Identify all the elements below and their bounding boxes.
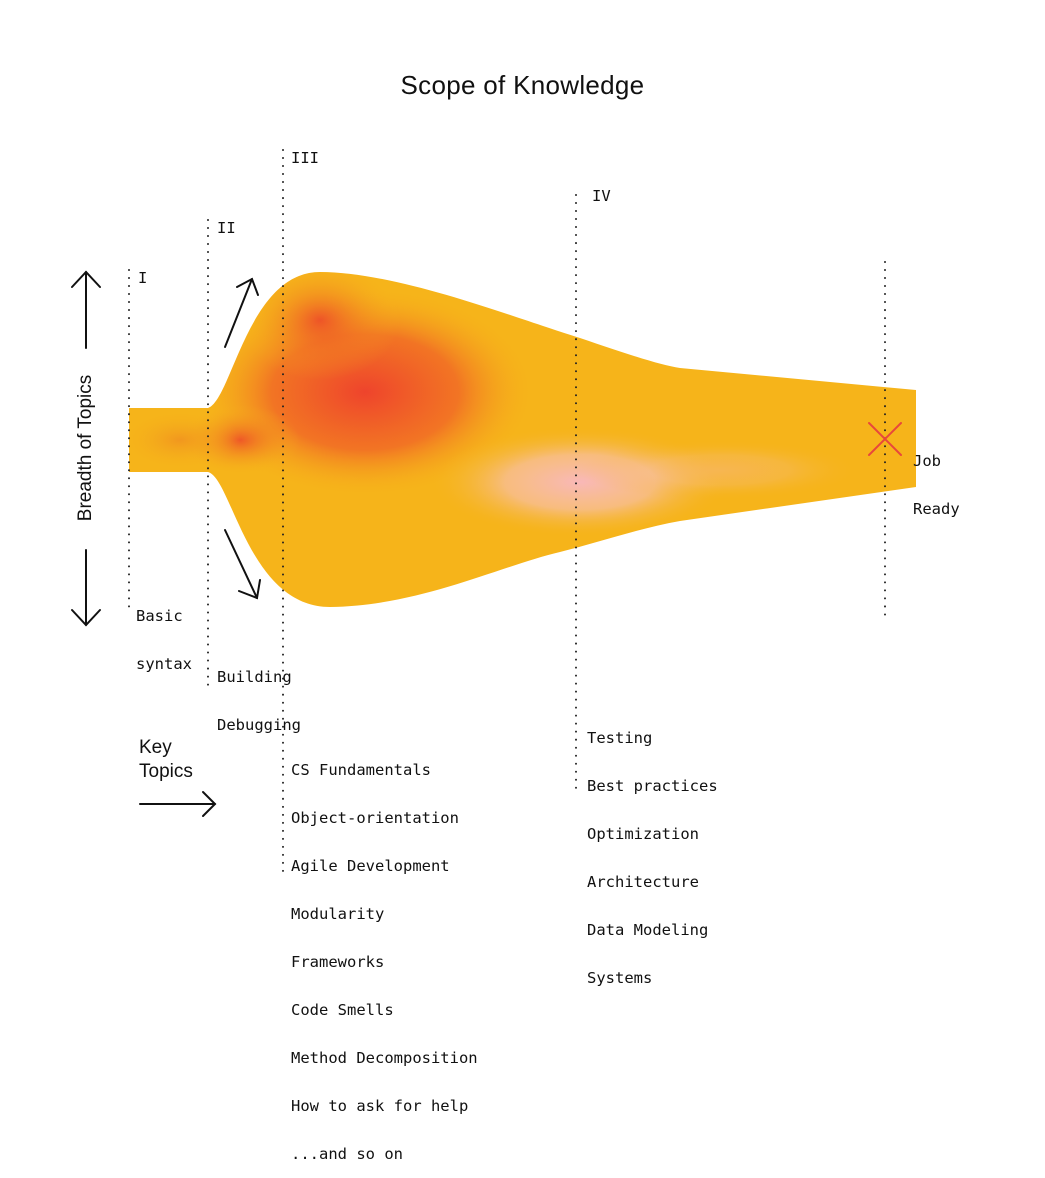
diagram-title: Scope of Knowledge	[400, 70, 645, 100]
topic-item: Frameworks	[291, 953, 385, 971]
job-ready-line: Job	[913, 452, 941, 470]
job-ready-x-icon	[868, 422, 902, 456]
topic-item: Building	[217, 668, 292, 686]
stage-2-numeral: II	[217, 219, 236, 237]
breadth-double-arrow	[71, 270, 101, 627]
job-ready-label: Job Ready	[913, 421, 960, 533]
heat-red-upper	[240, 272, 400, 380]
key-topics-label: Key Topics	[139, 736, 193, 784]
job-ready-line: Ready	[913, 500, 960, 518]
topic-item: ...and so on	[291, 1145, 403, 1163]
topic-item: syntax	[136, 655, 192, 673]
topic-item: CS Fundamentals	[291, 761, 431, 779]
topic-item: Code Smells	[291, 1001, 394, 1019]
topic-item: Object-orientation	[291, 809, 459, 827]
expand-up-arrow-icon	[224, 277, 259, 348]
topic-item: Best practices	[587, 777, 718, 795]
topic-item: Agile Development	[291, 857, 450, 875]
stage-2-topics: Building Debugging	[217, 637, 301, 749]
topic-item: Optimization	[587, 825, 699, 843]
stage-3-numeral: III	[291, 149, 319, 167]
topic-item: Basic	[136, 607, 183, 625]
topic-item: How to ask for help	[291, 1097, 469, 1115]
knowledge-funnel-diagram	[71, 149, 916, 876]
key-topics-line: Topics	[139, 761, 193, 782]
heat-pink-faint	[580, 440, 860, 500]
stage-1-numeral: I	[138, 269, 148, 287]
stage-4-numeral: IV	[592, 187, 611, 205]
expand-down-arrow-icon	[224, 529, 261, 600]
topic-item: Debugging	[217, 716, 301, 734]
stage-3-topics: CS Fundamentals Object-orientation Agile…	[291, 730, 478, 1178]
topic-item: Method Decomposition	[291, 1049, 478, 1067]
stage-1-topics: Basic syntax	[136, 576, 192, 688]
topic-item: Systems	[587, 969, 653, 987]
key-topics-line: Key	[139, 737, 172, 758]
breadth-axis-label: Breadth of Topics	[75, 374, 96, 522]
topic-item: Modularity	[291, 905, 385, 923]
stage-4-topics: Testing Best practices Optimization Arch…	[587, 698, 718, 1002]
key-topics-arrow-icon	[139, 791, 217, 817]
topic-item: Testing	[587, 729, 653, 747]
heat-orange-left	[129, 410, 240, 470]
topic-item: Architecture	[587, 873, 699, 891]
topic-item: Data Modeling	[587, 921, 709, 939]
